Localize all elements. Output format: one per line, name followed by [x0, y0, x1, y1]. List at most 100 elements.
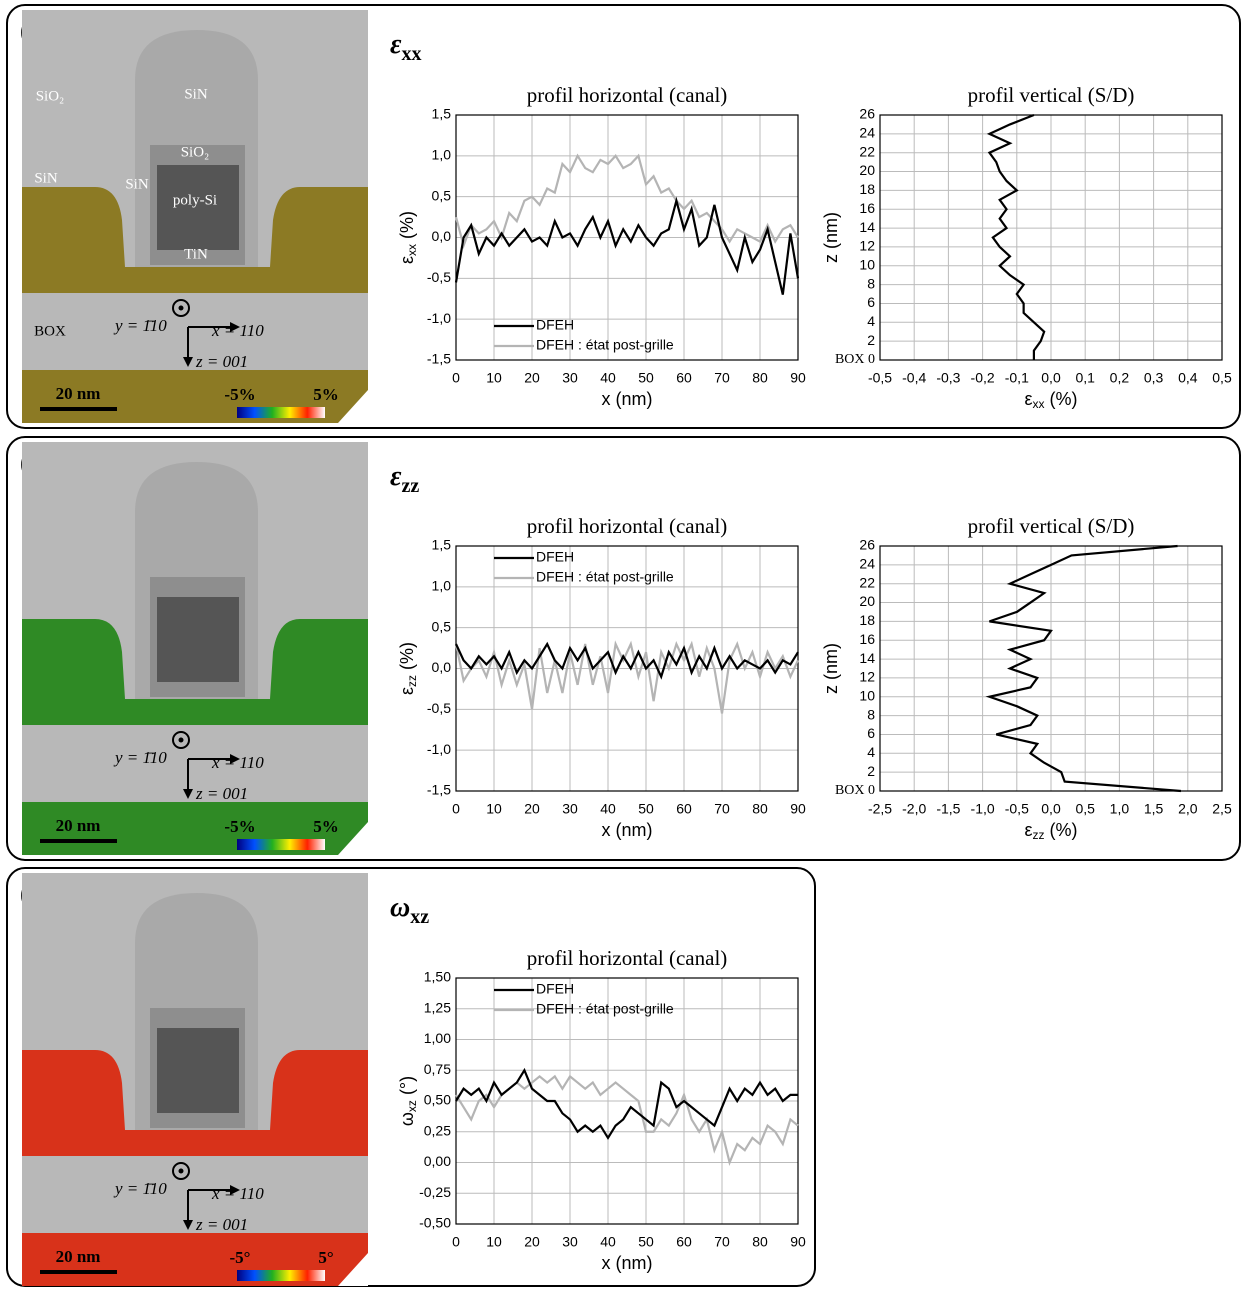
- x-tick-label: -0,1: [1005, 370, 1029, 386]
- y-axis-label-unit: (°): [397, 1076, 417, 1100]
- material-label: SiO₂: [181, 144, 210, 160]
- x-tick-label: -1,5: [936, 801, 960, 817]
- panel-frame: [6, 436, 1241, 861]
- plot-frame: [879, 545, 1223, 792]
- y-tick-label: 24: [859, 125, 875, 141]
- colorbar: [237, 407, 325, 418]
- x-tick-label: -0,2: [971, 370, 995, 386]
- x-tick-label: 60: [676, 1234, 692, 1250]
- chart-title: profil horizontal (canal): [527, 514, 728, 538]
- x-tick-label: 0,3: [1144, 370, 1164, 386]
- material-label: SiN: [125, 176, 149, 192]
- panel-frame: [6, 867, 816, 1287]
- y-axis-label-group: z (nm): [821, 643, 841, 694]
- x-tick-label: 0: [452, 370, 460, 386]
- crystal-axis: x = 110: [211, 1184, 264, 1203]
- plot-frame: [455, 545, 799, 792]
- y-axis-label-symbol: ε: [397, 687, 417, 695]
- y-tick-label: -1,0: [427, 310, 451, 326]
- x-tick-label: 0: [452, 801, 460, 817]
- y-tick-label: 0,75: [424, 1061, 451, 1077]
- y-tick-label: 6: [867, 294, 875, 310]
- y-tick-label: 2: [867, 763, 875, 779]
- y-tick-label: 0,0: [432, 659, 452, 675]
- y-axis-label: z (nm): [821, 643, 841, 694]
- plot-frame: [879, 114, 1223, 361]
- colorbar-max: 5%: [313, 385, 339, 404]
- chart-title: profil vertical (S/D): [968, 514, 1135, 538]
- profile-line: [986, 113, 1046, 360]
- strain-map: [22, 187, 368, 293]
- x-tick-label: 1,0: [1110, 801, 1130, 817]
- strain-map: [22, 1050, 368, 1156]
- scale-bar: [40, 1270, 117, 1274]
- y-axis-label: z (nm): [821, 212, 841, 263]
- y-axis-label-symbol: ε: [397, 256, 417, 264]
- heading-sub: xz: [410, 906, 429, 928]
- colorbar: [237, 839, 325, 850]
- x-axis-label-unit: (%): [1045, 389, 1078, 409]
- y-tick-label: 22: [859, 574, 875, 590]
- x-tick-label: 0,1: [1075, 370, 1095, 386]
- crystal-axis: z = 001: [195, 1215, 248, 1234]
- x-axis-label-unit: (%): [1045, 820, 1078, 840]
- panel-frame: [6, 4, 1241, 429]
- x-tick-label: 90: [790, 370, 806, 386]
- x-axis-label: x (nm): [602, 820, 653, 840]
- profile-line: [985, 544, 1182, 793]
- material-label: SiO₂: [36, 88, 65, 104]
- y-tick-label: 20: [859, 593, 875, 609]
- x-tick-label: 90: [790, 1234, 806, 1250]
- x-axis-label-sub: zz: [1033, 828, 1045, 842]
- x-tick-label: 80: [752, 1234, 768, 1250]
- x-tick-label: -2,5: [868, 801, 892, 817]
- y-tick-label: 22: [859, 143, 875, 159]
- x-tick-label: 0,5: [1075, 801, 1095, 817]
- x-axis-label: εxx (%): [1024, 389, 1077, 411]
- x-tick-label: -0,5: [868, 370, 892, 386]
- y-tick-label: -1,0: [427, 741, 451, 757]
- y-tick-label: 12: [859, 669, 875, 685]
- y-tick-label: 24: [859, 556, 875, 572]
- y-tick-label: 0,0: [432, 228, 452, 244]
- material-label: SiN: [184, 86, 208, 102]
- y-tick-label: 16: [859, 631, 875, 647]
- heading-symbol: ε: [390, 29, 402, 60]
- legend-label: DFEH: [536, 549, 574, 565]
- y-tick-label: 26: [859, 106, 875, 122]
- y-tick-label: 1,5: [432, 537, 452, 553]
- strain-map: [22, 619, 368, 725]
- scale-bar: [40, 407, 117, 411]
- y-tick-label: 26: [859, 537, 875, 553]
- y-tick-label: 0,50: [424, 1092, 451, 1108]
- poly-si: [157, 165, 239, 250]
- x-tick-label: -0,5: [1005, 801, 1029, 817]
- y-axis-label: ωxz (°): [397, 1076, 419, 1126]
- x-tick-label: 50: [638, 370, 654, 386]
- heading-symbol: ε: [390, 461, 402, 492]
- tem-image: y = 1̄10 x = 110 z = 001 20 nm -5% 5% SiO₂ SiN S…: [22, 10, 368, 423]
- x-tick-label: 30: [562, 370, 578, 386]
- panel-heading: εxx: [390, 29, 421, 64]
- chart-title: profil horizontal (canal): [527, 946, 728, 970]
- y-axis-label-group: z (nm): [821, 212, 841, 263]
- series-line: [455, 1067, 798, 1140]
- series-line: [455, 641, 799, 680]
- x-tick-label: 50: [638, 801, 654, 817]
- x-tick-label: 0,2: [1110, 370, 1130, 386]
- x-tick-label: 40: [600, 370, 616, 386]
- x-tick-label: 70: [714, 1234, 730, 1250]
- axis-y-icon: [172, 731, 190, 749]
- x-axis-label: εzz (%): [1024, 820, 1077, 842]
- x-tick-label: -0,3: [936, 370, 960, 386]
- crystal-axis: y = 1̄10: [113, 748, 167, 767]
- legend-label: DFEH: [536, 317, 574, 333]
- x-tick-label: 20: [524, 801, 540, 817]
- crystal-axis: x = 110: [211, 753, 264, 772]
- y-tick-label: 1,00: [424, 1030, 451, 1046]
- y-axis-label-symbol: ω: [397, 1112, 417, 1126]
- y-tick-label: 16: [859, 200, 875, 216]
- y-tick-label: 4: [867, 313, 875, 329]
- crystal-axis: x = 110: [211, 321, 264, 340]
- x-tick-label: 80: [752, 370, 768, 386]
